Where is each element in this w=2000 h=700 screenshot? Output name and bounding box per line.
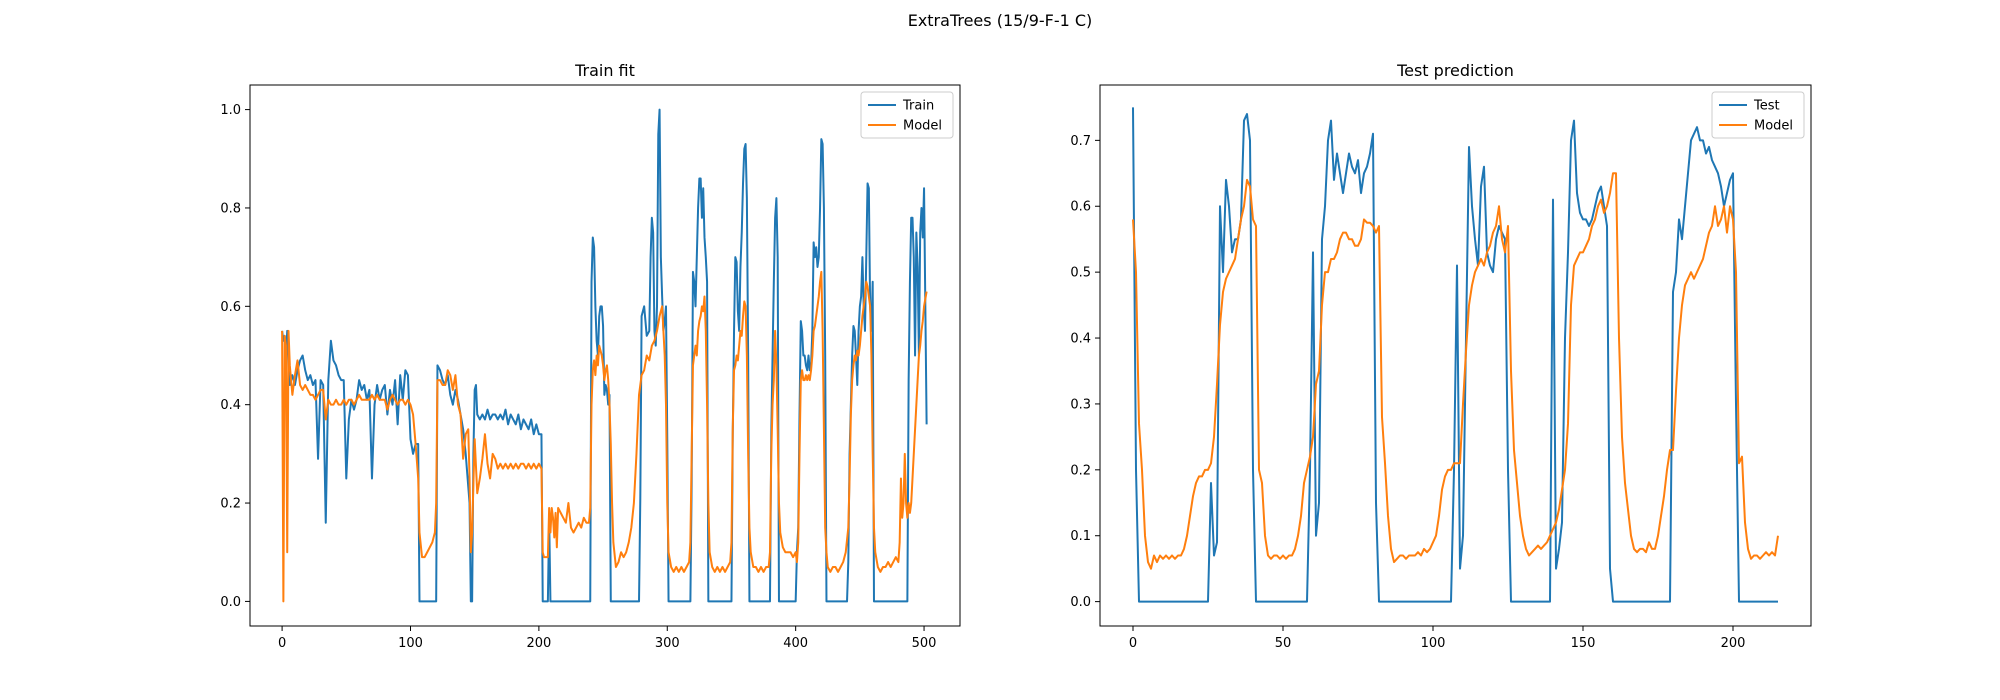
legend: Test Model bbox=[1711, 91, 1805, 139]
x-tick-label: 0 bbox=[278, 636, 286, 651]
y-tick-label: 0.0 bbox=[220, 595, 241, 610]
y-tick-label: 0.4 bbox=[220, 398, 241, 413]
series-line-test bbox=[1132, 107, 1778, 603]
x-tick-label: 200 bbox=[1721, 636, 1746, 651]
y-tick-label: 0.2 bbox=[220, 497, 241, 512]
x-tick-label: 150 bbox=[1571, 636, 1596, 651]
x-tick-label: 0 bbox=[1129, 636, 1137, 651]
x-tick-label: 400 bbox=[783, 636, 808, 651]
x-tick-label: 300 bbox=[655, 636, 680, 651]
x-tick-label: 100 bbox=[398, 636, 423, 651]
train-fit-chart: Train fit 0 100 200 300 400 500 0.0 0.2 0.4 0.6 0.8… bbox=[220, 61, 961, 651]
y-tick-label: 0.7 bbox=[1070, 134, 1091, 149]
legend-label-test: Test bbox=[1753, 99, 1780, 114]
chart-title: Test prediction bbox=[1396, 61, 1514, 80]
y-tick-label: 0.1 bbox=[1070, 529, 1091, 544]
figure-suptitle: ExtraTrees (15/9-F-1 C) bbox=[908, 11, 1093, 30]
legend-label-model: Model bbox=[1754, 119, 1793, 134]
series-line-model bbox=[1132, 172, 1779, 570]
y-tick-label: 0.6 bbox=[220, 300, 241, 315]
y-tick-label: 1.0 bbox=[220, 103, 241, 118]
legend-box bbox=[860, 91, 954, 139]
x-tick-label: 500 bbox=[912, 636, 937, 651]
legend-box bbox=[1711, 91, 1805, 139]
axes-frame bbox=[249, 84, 961, 627]
legend-label-model: Model bbox=[903, 119, 942, 134]
axes-frame bbox=[1099, 84, 1812, 627]
series-line-train bbox=[281, 108, 928, 603]
y-tick-label: 0.4 bbox=[1070, 332, 1091, 347]
legend: Train Model bbox=[860, 91, 954, 139]
x-tick-label: 200 bbox=[526, 636, 551, 651]
x-tick-label: 50 bbox=[1275, 636, 1292, 651]
y-tick-label: 0.2 bbox=[1070, 463, 1091, 478]
y-tick-label: 0.5 bbox=[1070, 266, 1091, 281]
y-tick-label: 0.3 bbox=[1070, 397, 1091, 412]
y-tick-label: 0.6 bbox=[1070, 200, 1091, 215]
chart-title: Train fit bbox=[574, 61, 635, 80]
y-tick-label: 0.0 bbox=[1070, 595, 1091, 610]
y-tick-label: 0.8 bbox=[220, 201, 241, 216]
legend-label-train: Train bbox=[902, 99, 934, 114]
x-tick-label: 100 bbox=[1421, 636, 1446, 651]
series-line-model bbox=[281, 270, 928, 603]
test-prediction-chart: Test prediction 0 50 100 150 200 0.0 0.1 0.2 0.3 0… bbox=[1070, 61, 1812, 651]
